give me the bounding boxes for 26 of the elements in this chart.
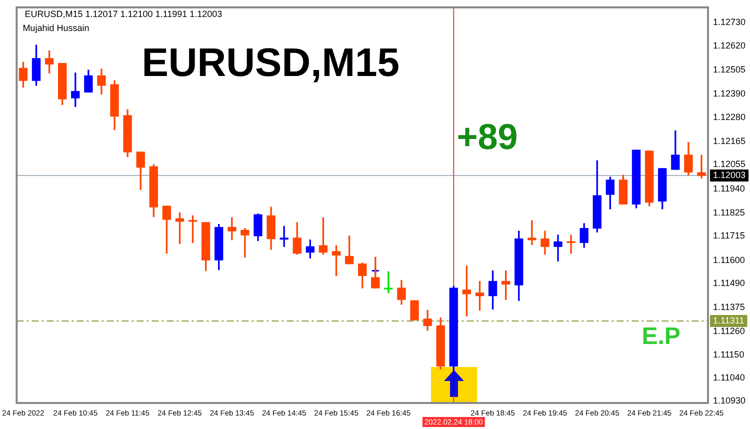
y-tick-label: 1.11600 bbox=[713, 254, 745, 265]
ref-line-label: 1.11311 bbox=[713, 316, 744, 326]
chart-subtitle: EURUSD,M15 1.12017 1.12100 1.11991 1.12003 bbox=[24, 9, 222, 20]
candlestick bbox=[384, 271, 393, 294]
y-tick-label: 1.11040 bbox=[713, 372, 745, 382]
y-tick-label: 1.11715 bbox=[713, 230, 745, 241]
candlestick bbox=[410, 300, 419, 320]
annotation: Mujahid Hussain bbox=[22, 23, 90, 34]
annotation: +89 bbox=[456, 116, 518, 158]
y-tick-label: 1.12280 bbox=[713, 112, 746, 122]
y-tick-label: 1.11825 bbox=[713, 207, 745, 218]
annotation: E.P bbox=[642, 323, 680, 350]
y-tick-label: 1.12730 bbox=[713, 17, 746, 28]
y-tick-label: 1.11490 bbox=[713, 278, 745, 288]
y-tick-label: 1.10930 bbox=[713, 396, 746, 406]
y-tick-label: 1.11260 bbox=[713, 326, 745, 336]
y-tick-label: 1.12055 bbox=[713, 159, 746, 170]
y-tick-label: 1.12165 bbox=[713, 136, 746, 146]
y-tick-label: 1.12620 bbox=[713, 40, 746, 50]
y-tick-label: 1.11940 bbox=[713, 183, 745, 194]
text: EURUSD,M15 bbox=[142, 41, 400, 86]
y-tick-label: 1.12390 bbox=[713, 88, 746, 99]
y-tick-label: 1.11375 bbox=[713, 302, 745, 312]
ref-line-label: 1.12003 bbox=[713, 170, 746, 180]
y-tick-label: 1.11150 bbox=[713, 349, 744, 360]
y-tick-label: 1.12505 bbox=[713, 64, 746, 75]
